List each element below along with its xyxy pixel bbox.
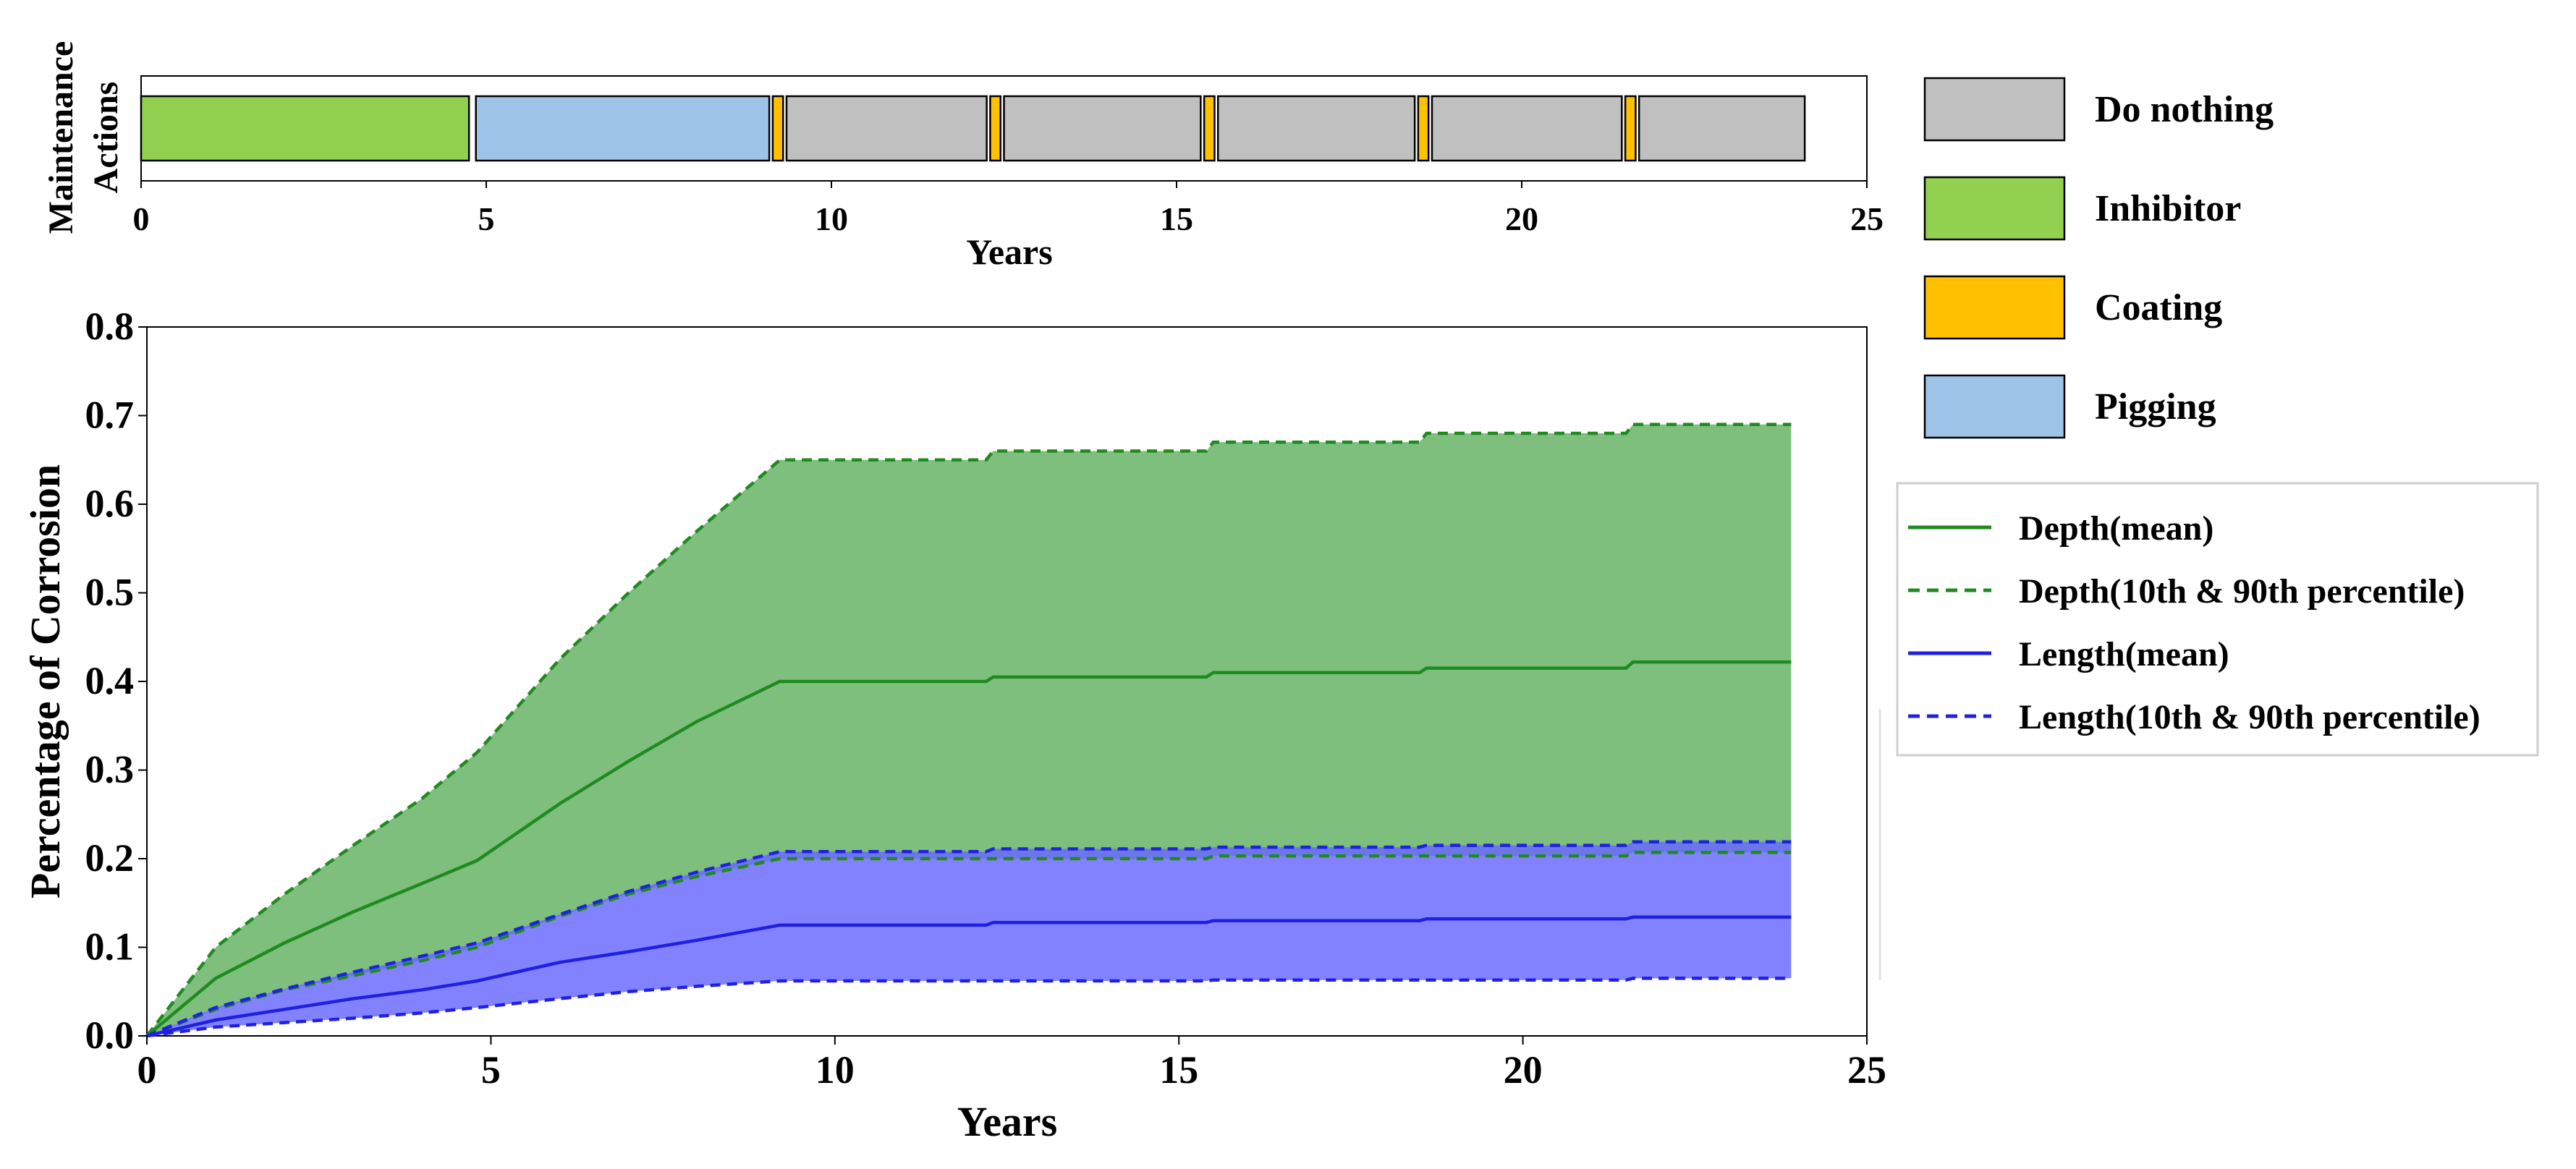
x-tick-label: 20 [1504, 1048, 1543, 1092]
series-legend: Depth(mean) Depth(10th & 90th percentile)… [1878, 482, 2539, 980]
x-tick-label: 10 [815, 1048, 855, 1092]
series-legend-items: Depth(mean) Depth(10th & 90th percentile)… [1908, 509, 2480, 736]
action-bar-inhibitor [140, 95, 470, 162]
legend-series-label: Depth(mean) [2019, 509, 2213, 548]
corrosion-chart: 0 5 10 15 20 25 0.0 0.1 0.2 0.3 0.4 0.5 0.6 0.7 0.8 Y… [22, 305, 1886, 1145]
y-tick-label: 0.5 [85, 571, 135, 614]
legend-label-pigging: Pigging [2095, 386, 2216, 428]
depth-mean-line [145, 660, 1792, 1037]
legend-swatch-do-nothing [1923, 77, 2066, 142]
action-bar-coating [1624, 95, 1637, 162]
action-bar-pigging [475, 95, 771, 162]
maintenance-x-tick-label: 20 [1505, 200, 1538, 237]
action-bar-coating [771, 95, 784, 162]
x-tick-label: 25 [1847, 1048, 1886, 1092]
maintenance-y-axis-label-line1: Maintenance [42, 41, 80, 234]
action-bar-do-nothing [1637, 95, 1806, 162]
legend-swatch-coating [1923, 275, 2066, 340]
action-bar-do-nothing [785, 95, 988, 162]
action-bar-do-nothing [1216, 95, 1416, 162]
chart-y-axis-label: Percentage of Corrosion [22, 464, 69, 898]
legend-series-label: Depth(10th & 90th percentile) [2019, 572, 2465, 611]
series-lines [145, 422, 1792, 1038]
legend-swatch-inhibitor [1923, 176, 2066, 241]
y-tick-label: 0.4 [85, 659, 135, 702]
chart-x-ticks: 0 5 10 15 20 25 [137, 1036, 1886, 1092]
depth-90th-percentile-line [145, 422, 1792, 1037]
length-mean-line [146, 915, 1792, 1038]
y-tick-label: 0.2 [85, 836, 135, 880]
y-tick-label: 0.8 [85, 305, 135, 348]
maintenance-x-tick-label: 10 [815, 200, 848, 237]
legend-label-do-nothing: Do nothing [2095, 89, 2274, 130]
legend-swatch-pigging [1923, 374, 2066, 439]
maintenance-x-ticks: 0 5 10 15 20 25 [133, 181, 1884, 237]
y-tick-label: 0.3 [85, 748, 135, 791]
y-tick-label: 0.1 [85, 925, 135, 969]
maintenance-action-bars [140, 95, 1806, 162]
action-bar-coating [1417, 95, 1430, 162]
depth-10th-percentile-line [146, 851, 1792, 1038]
action-bar-coating [989, 95, 1001, 162]
action-bar-coating [1203, 95, 1216, 162]
x-tick-label: 0 [137, 1048, 157, 1092]
maintenance-x-axis-label: Years [966, 231, 1052, 272]
maintenance-x-tick-label: 15 [1160, 200, 1193, 237]
action-legend: Do nothing Inhibitor Coating Pigging [1923, 77, 2274, 439]
legend-series-label: Length(10th & 90th percentile) [2019, 698, 2480, 736]
x-tick-label: 5 [481, 1048, 501, 1092]
y-tick-label: 0.6 [85, 482, 135, 525]
y-tick-label: 0.7 [85, 394, 135, 437]
maintenance-actions-panel: 0 5 10 15 20 25 Years Maintenance Actions [42, 41, 1884, 272]
length-10th-percentile-line [146, 977, 1792, 1038]
maintenance-x-tick-label: 5 [478, 200, 495, 237]
chart-x-axis-label: Years [957, 1098, 1058, 1145]
action-bar-do-nothing [1431, 95, 1623, 162]
y-tick-label: 0.0 [85, 1013, 135, 1057]
legend-label-coating: Coating [2095, 287, 2222, 328]
x-tick-label: 15 [1159, 1048, 1198, 1092]
maintenance-y-axis-label-line2: Actions [87, 82, 125, 194]
depth-percentile-band [147, 424, 1792, 1036]
maintenance-x-tick-label: 25 [1850, 200, 1884, 237]
legend-series-label: Length(mean) [2019, 635, 2229, 673]
length-percentile-band [147, 841, 1792, 1036]
length-90th-percentile-line [146, 840, 1792, 1038]
maintenance-x-tick-label: 0 [133, 200, 150, 237]
legend-label-inhibitor: Inhibitor [2095, 188, 2241, 229]
action-bar-do-nothing [1003, 95, 1202, 162]
chart-y-ticks: 0.0 0.1 0.2 0.3 0.4 0.5 0.6 0.7 0.8 [85, 305, 147, 1057]
percentile-bands [147, 424, 1792, 1036]
series-legend-frame [1896, 482, 2539, 757]
